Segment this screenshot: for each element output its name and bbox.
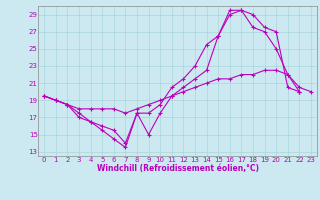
X-axis label: Windchill (Refroidissement éolien,°C): Windchill (Refroidissement éolien,°C) <box>97 164 259 173</box>
